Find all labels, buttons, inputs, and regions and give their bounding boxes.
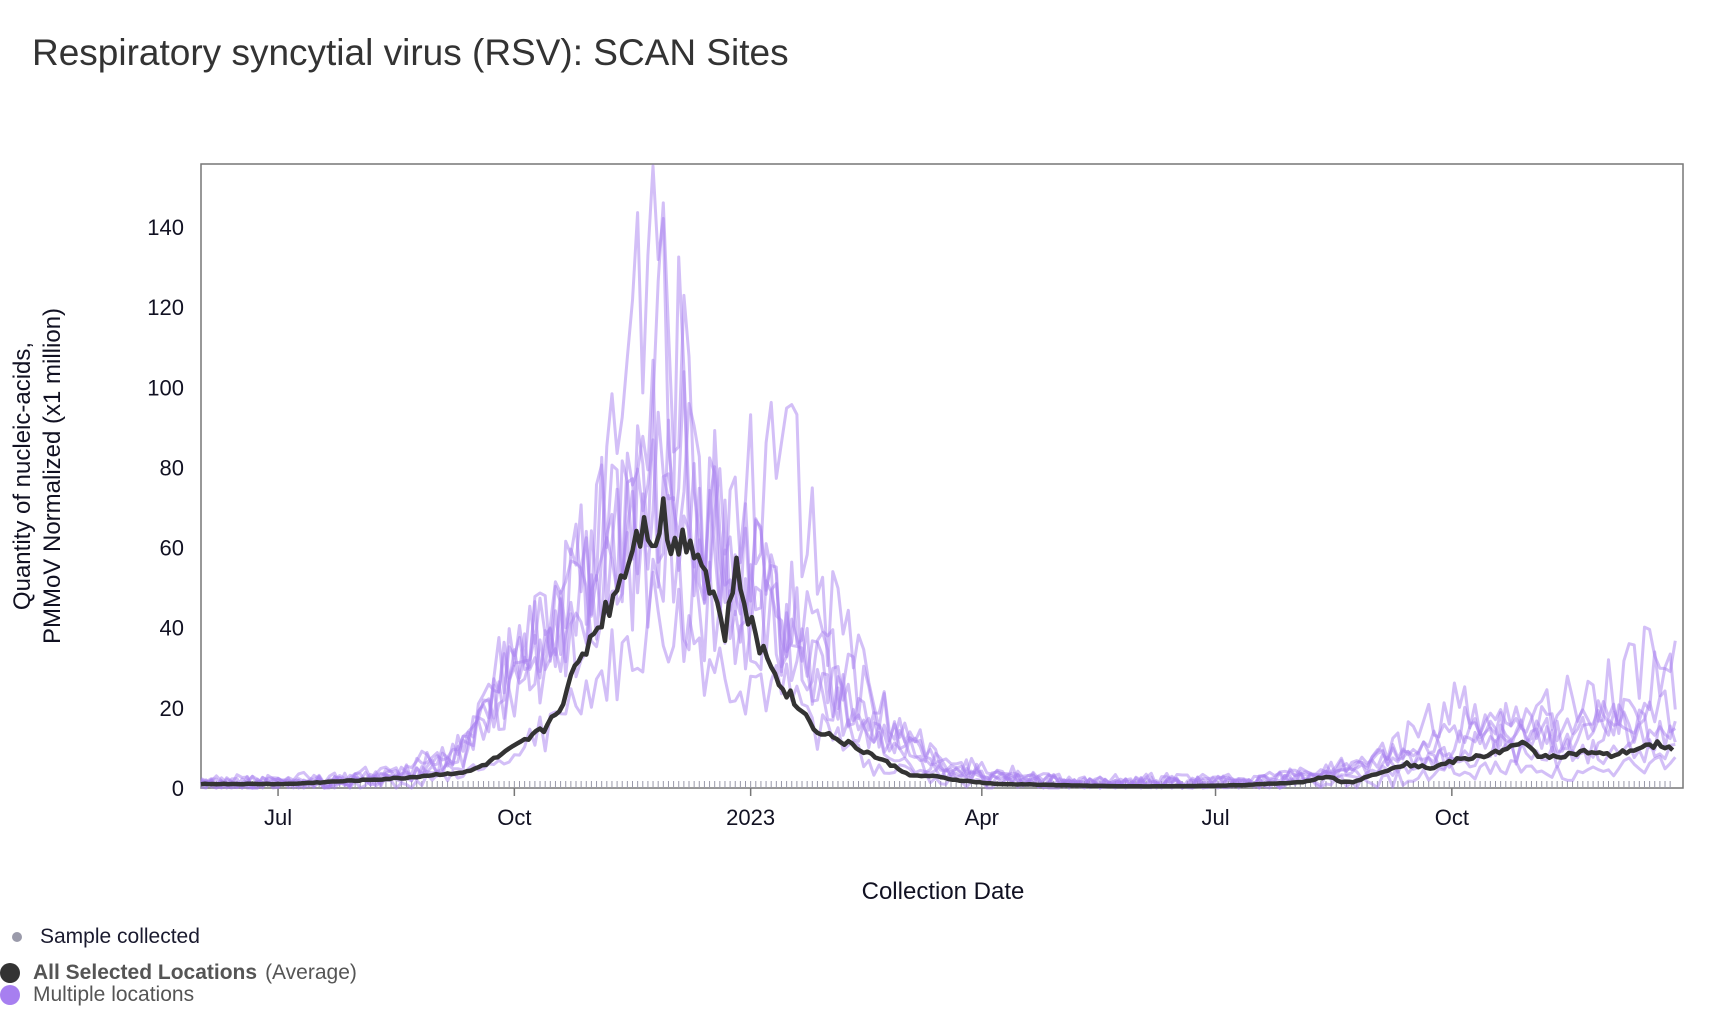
x-axis-title: Collection Date — [862, 878, 1025, 905]
legend-sample-label: Sample collected — [40, 925, 200, 948]
legend: Sample collected All Selected Locations … — [0, 925, 600, 1022]
y-tick-label: 100 — [147, 375, 184, 400]
average-dot-icon — [0, 963, 20, 983]
y-axis-title: Quantity of nucleic-acids, PMMoV Normali… — [9, 308, 66, 644]
page-title: Respiratory syncytial virus (RSV): SCAN … — [32, 32, 789, 73]
x-tick-label: Apr — [965, 805, 999, 830]
location-line[interactable] — [200, 358, 1677, 790]
x-tick-label: Oct — [1435, 805, 1469, 830]
y-tick-label: 40 — [160, 616, 184, 641]
locations-dot-icon — [0, 985, 20, 1005]
location-line[interactable] — [200, 489, 1676, 790]
sample-dot-icon — [12, 932, 22, 942]
x-tick-label: 2023 — [726, 805, 775, 830]
rsv-line-chart: 0 20 40 60 80 100 120 140 Jul Oct 2023 Apr Jul Oct C… — [9, 163, 1684, 905]
y-tick-label: 60 — [160, 536, 184, 561]
legend-average[interactable]: All Selected Locations (Average) — [0, 961, 357, 985]
legend-sample-collected[interactable]: Sample collected — [12, 925, 200, 949]
location-line[interactable] — [200, 201, 1677, 790]
plot-frame — [200, 163, 1684, 789]
x-tick-label: Jul — [1201, 805, 1229, 830]
y-axis-title-line-1: Quantity of nucleic-acids, — [9, 342, 36, 610]
y-tick-label: 20 — [160, 696, 184, 721]
y-tick-label: 120 — [147, 295, 184, 320]
x-tick-label: Oct — [497, 805, 531, 830]
legend-average-label: All Selected Locations — [33, 961, 258, 984]
y-axis: 0 20 40 60 80 100 120 140 — [147, 215, 184, 801]
location-line[interactable] — [199, 402, 1677, 790]
location-lines[interactable] — [199, 164, 1677, 790]
legend-multiple-locations[interactable]: Multiple locations — [0, 983, 194, 1007]
average-line-group[interactable] — [200, 496, 1675, 789]
location-line[interactable] — [199, 410, 1677, 790]
y-tick-label: 80 — [160, 455, 184, 480]
x-tick-label: Jul — [264, 805, 292, 830]
y-axis-title-line-2: PMMoV Normalized (x1 million) — [39, 308, 66, 644]
legend-locations-label: Multiple locations — [33, 983, 195, 1006]
y-tick-label: 0 — [172, 776, 184, 801]
x-axis: Jul Oct 2023 Apr Jul Oct — [264, 788, 1469, 830]
legend-average-suffix: (Average) — [265, 961, 357, 984]
average-line[interactable] — [200, 496, 1675, 789]
location-line[interactable] — [200, 570, 1677, 790]
y-tick-label: 140 — [147, 215, 184, 240]
